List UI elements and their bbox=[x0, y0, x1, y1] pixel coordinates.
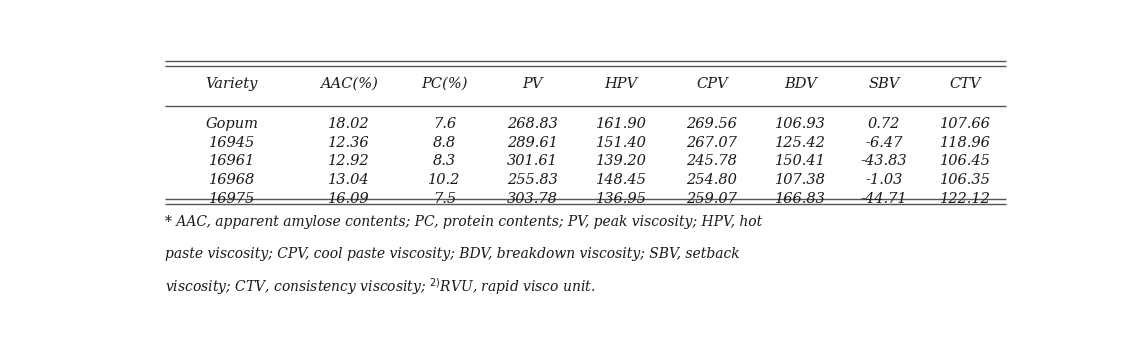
Text: -6.47: -6.47 bbox=[866, 136, 902, 150]
Text: 10.2: 10.2 bbox=[428, 173, 460, 187]
Text: 301.61: 301.61 bbox=[507, 155, 558, 169]
Text: 16968: 16968 bbox=[209, 173, 255, 187]
Text: 150.41: 150.41 bbox=[774, 155, 826, 169]
Text: 255.83: 255.83 bbox=[507, 173, 558, 187]
Text: CPV: CPV bbox=[695, 76, 727, 90]
Text: 254.80: 254.80 bbox=[686, 173, 738, 187]
Text: 16945: 16945 bbox=[209, 136, 255, 150]
Text: 151.40: 151.40 bbox=[596, 136, 646, 150]
Text: 12.92: 12.92 bbox=[328, 155, 370, 169]
Text: 8.3: 8.3 bbox=[433, 155, 456, 169]
Text: 7.5: 7.5 bbox=[433, 192, 456, 206]
Text: 122.12: 122.12 bbox=[940, 192, 990, 206]
Text: -1.03: -1.03 bbox=[866, 173, 902, 187]
Text: PC(%): PC(%) bbox=[421, 76, 467, 90]
Text: AAC(%): AAC(%) bbox=[320, 76, 378, 90]
Text: CTV: CTV bbox=[949, 76, 981, 90]
Text: SBV: SBV bbox=[868, 76, 900, 90]
Text: 268.83: 268.83 bbox=[507, 117, 558, 131]
Text: 161.90: 161.90 bbox=[596, 117, 646, 131]
Text: * AAC, apparent amylose contents; PC, protein contents; PV, peak viscosity; HPV,: * AAC, apparent amylose contents; PC, pr… bbox=[164, 215, 762, 229]
Text: paste viscosity; CPV, cool paste viscosity; BDV, breakdown viscosity; SBV, setba: paste viscosity; CPV, cool paste viscosi… bbox=[164, 247, 740, 261]
Text: 136.95: 136.95 bbox=[596, 192, 646, 206]
Text: 303.78: 303.78 bbox=[507, 192, 558, 206]
Text: 139.20: 139.20 bbox=[596, 155, 646, 169]
Text: -43.83: -43.83 bbox=[861, 155, 907, 169]
Text: 166.83: 166.83 bbox=[774, 192, 826, 206]
Text: 245.78: 245.78 bbox=[686, 155, 738, 169]
Text: 267.07: 267.07 bbox=[686, 136, 738, 150]
Text: 106.35: 106.35 bbox=[940, 173, 990, 187]
Text: 16.09: 16.09 bbox=[328, 192, 370, 206]
Text: 16961: 16961 bbox=[209, 155, 255, 169]
Text: 118.96: 118.96 bbox=[940, 136, 990, 150]
Text: 7.6: 7.6 bbox=[433, 117, 456, 131]
Text: 12.36: 12.36 bbox=[328, 136, 370, 150]
Text: 106.93: 106.93 bbox=[774, 117, 826, 131]
Text: 107.38: 107.38 bbox=[774, 173, 826, 187]
Text: 259.07: 259.07 bbox=[686, 192, 738, 206]
Text: BDV: BDV bbox=[783, 76, 817, 90]
Text: 106.45: 106.45 bbox=[940, 155, 990, 169]
Text: 269.56: 269.56 bbox=[686, 117, 738, 131]
Text: viscosity; CTV, consistency viscosity; $^{2)}$RVU, rapid visco unit.: viscosity; CTV, consistency viscosity; $… bbox=[164, 276, 595, 297]
Text: 0.72: 0.72 bbox=[868, 117, 900, 131]
Text: 16975: 16975 bbox=[209, 192, 255, 206]
Text: 8.8: 8.8 bbox=[433, 136, 456, 150]
Text: 148.45: 148.45 bbox=[596, 173, 646, 187]
Text: 125.42: 125.42 bbox=[774, 136, 826, 150]
Text: 13.04: 13.04 bbox=[328, 173, 370, 187]
Text: 289.61: 289.61 bbox=[507, 136, 558, 150]
Text: 107.66: 107.66 bbox=[940, 117, 990, 131]
Text: Variety: Variety bbox=[206, 76, 258, 90]
Text: HPV: HPV bbox=[604, 76, 637, 90]
Text: PV: PV bbox=[523, 76, 542, 90]
Text: -44.71: -44.71 bbox=[861, 192, 907, 206]
Text: 18.02: 18.02 bbox=[328, 117, 370, 131]
Text: Gopum: Gopum bbox=[206, 117, 258, 131]
